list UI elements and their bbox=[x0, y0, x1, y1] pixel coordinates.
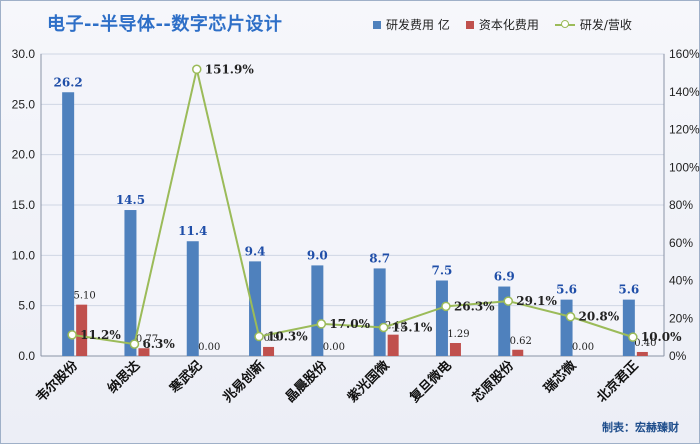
data-label-capitalized: 0.9 bbox=[264, 333, 280, 344]
y-tick-label: 10.0 bbox=[12, 248, 36, 262]
legend-label-rd-ratio: 研发/营收 bbox=[579, 18, 632, 32]
y2-tick-label: 120% bbox=[669, 123, 700, 137]
legend: 研发费用 亿 资本化费用 研发/营收 bbox=[373, 16, 632, 33]
point-rd-ratio bbox=[316, 319, 327, 329]
data-label-rd-expense: 5.6 bbox=[556, 283, 577, 297]
point-rd-ratio bbox=[565, 311, 576, 322]
point-rd-ratio bbox=[378, 322, 389, 333]
point-rd-ratio bbox=[67, 330, 77, 340]
point-rd-ratio bbox=[254, 331, 264, 342]
data-label-rd-ratio: 10.0% bbox=[641, 330, 682, 344]
bar-rd-expense bbox=[435, 280, 448, 356]
legend-swatch-capitalized bbox=[465, 20, 474, 29]
data-label-rd-expense: 6.9 bbox=[494, 270, 515, 284]
x-tick-label: 紫光国微 bbox=[344, 357, 393, 406]
data-label-rd-expense: 14.5 bbox=[116, 193, 145, 207]
y2-tick-label: 140% bbox=[669, 85, 700, 99]
data-label-rd-expense: 9.4 bbox=[245, 244, 266, 258]
y-tick-label: 5.0 bbox=[18, 299, 35, 313]
data-label-rd-ratio: 11.2% bbox=[80, 328, 121, 342]
footer-source: 制表：宏赫臻财 bbox=[602, 421, 679, 434]
x-tick-label: 瑞芯微 bbox=[540, 357, 580, 397]
legend-item-capitalized: 资本化费用 bbox=[465, 16, 539, 33]
bar-capitalized bbox=[512, 349, 524, 356]
data-label-rd-ratio: 17.0% bbox=[329, 317, 370, 331]
legend-label-rd-expense: 研发费用 亿 bbox=[386, 18, 450, 32]
legend-swatch-rd-ratio bbox=[554, 19, 575, 29]
y2-tick-label: 100% bbox=[669, 160, 700, 174]
bar-rd-expense bbox=[124, 210, 137, 356]
point-rd-ratio bbox=[192, 64, 202, 75]
data-label-capitalized: 5.10 bbox=[74, 291, 96, 302]
x-tick-label: 寒武纪 bbox=[166, 358, 206, 398]
legend-swatch-rd-expense bbox=[373, 20, 381, 29]
chart-title: 电子--半导体--数字芯片设计 bbox=[47, 14, 283, 35]
data-label-capitalized: 0.77 bbox=[136, 334, 158, 345]
data-label-rd-ratio: 10.3% bbox=[267, 330, 308, 344]
y2-tick-label: 60% bbox=[669, 236, 693, 250]
data-label-capitalized: 2.12 bbox=[385, 321, 407, 332]
bar-capitalized bbox=[138, 348, 150, 356]
x-tick-label: 复旦微电 bbox=[406, 358, 455, 407]
data-label-rd-expense: 11.4 bbox=[178, 224, 207, 238]
bar-capitalized bbox=[449, 343, 461, 356]
x-tick-label: 芯原股份 bbox=[469, 357, 518, 406]
data-label-rd-expense: 5.6 bbox=[618, 283, 639, 297]
bar-rd-expense bbox=[249, 261, 262, 356]
data-label-rd-expense: 26.2 bbox=[54, 75, 83, 89]
bar-capitalized bbox=[387, 334, 399, 356]
legend-item-rd-expense: 研发费用 亿 bbox=[373, 16, 450, 33]
x-tick-label: 纳思达 bbox=[104, 358, 143, 397]
bar-capitalized bbox=[636, 351, 648, 356]
data-label-capitalized: 0.00 bbox=[198, 342, 220, 353]
legend-label-capitalized: 资本化费用 bbox=[478, 18, 539, 32]
x-tick-label: 兆易创新 bbox=[220, 358, 268, 406]
bar-rd-expense bbox=[560, 299, 573, 356]
line-rd-ratio bbox=[72, 69, 634, 346]
data-label-rd-expense: 9.0 bbox=[307, 248, 328, 262]
legend-item-rd-ratio: 研发/营收 bbox=[554, 16, 632, 33]
bar-capitalized bbox=[263, 346, 275, 356]
point-rd-ratio bbox=[503, 296, 513, 306]
point-rd-ratio bbox=[628, 332, 638, 342]
bar-rd-expense bbox=[62, 92, 75, 357]
bar-rd-expense bbox=[373, 268, 386, 356]
x-tick-label: 晶晨股份 bbox=[282, 357, 331, 406]
data-label-rd-ratio: 20.8% bbox=[579, 310, 620, 324]
data-label-rd-ratio: 6.3% bbox=[142, 337, 175, 351]
data-label-capitalized: 1.29 bbox=[447, 329, 469, 340]
data-label-capitalized: 0.40 bbox=[634, 338, 656, 349]
data-label-rd-ratio: 26.3% bbox=[454, 299, 495, 313]
y-tick-label: 20.0 bbox=[12, 148, 36, 162]
y2-tick-label: 20% bbox=[669, 311, 693, 325]
data-label-capitalized: 0.62 bbox=[510, 336, 532, 347]
data-label-rd-ratio: 151.9% bbox=[205, 62, 255, 76]
x-tick-label: 北京君正 bbox=[594, 358, 642, 406]
point-rd-ratio bbox=[441, 301, 451, 312]
data-label-rd-ratio: 29.1% bbox=[516, 294, 557, 308]
bar-rd-expense bbox=[622, 299, 635, 356]
data-label-capitalized: 0.00 bbox=[323, 342, 345, 353]
x-tick-label: 韦尔股份 bbox=[33, 357, 82, 406]
y-tick-label: 15.0 bbox=[12, 198, 36, 212]
data-label-rd-expense: 7.5 bbox=[432, 264, 453, 278]
data-label-rd-expense: 8.7 bbox=[369, 251, 390, 265]
bar-capitalized bbox=[76, 304, 88, 356]
y2-tick-label: 40% bbox=[669, 274, 693, 288]
y-tick-label: 25.0 bbox=[12, 97, 36, 111]
y2-tick-label: 0% bbox=[669, 349, 687, 363]
data-label-rd-ratio: 15.1% bbox=[392, 320, 433, 334]
y2-tick-label: 80% bbox=[669, 198, 693, 212]
y-tick-label: 30.0 bbox=[12, 47, 36, 61]
bar-rd-expense bbox=[311, 265, 324, 356]
y2-tick-label: 160% bbox=[669, 47, 700, 61]
y-tick-label: 0.0 bbox=[18, 349, 35, 363]
data-label-capitalized: 0.00 bbox=[572, 342, 594, 353]
bar-rd-expense bbox=[186, 241, 199, 356]
point-rd-ratio bbox=[129, 339, 140, 349]
